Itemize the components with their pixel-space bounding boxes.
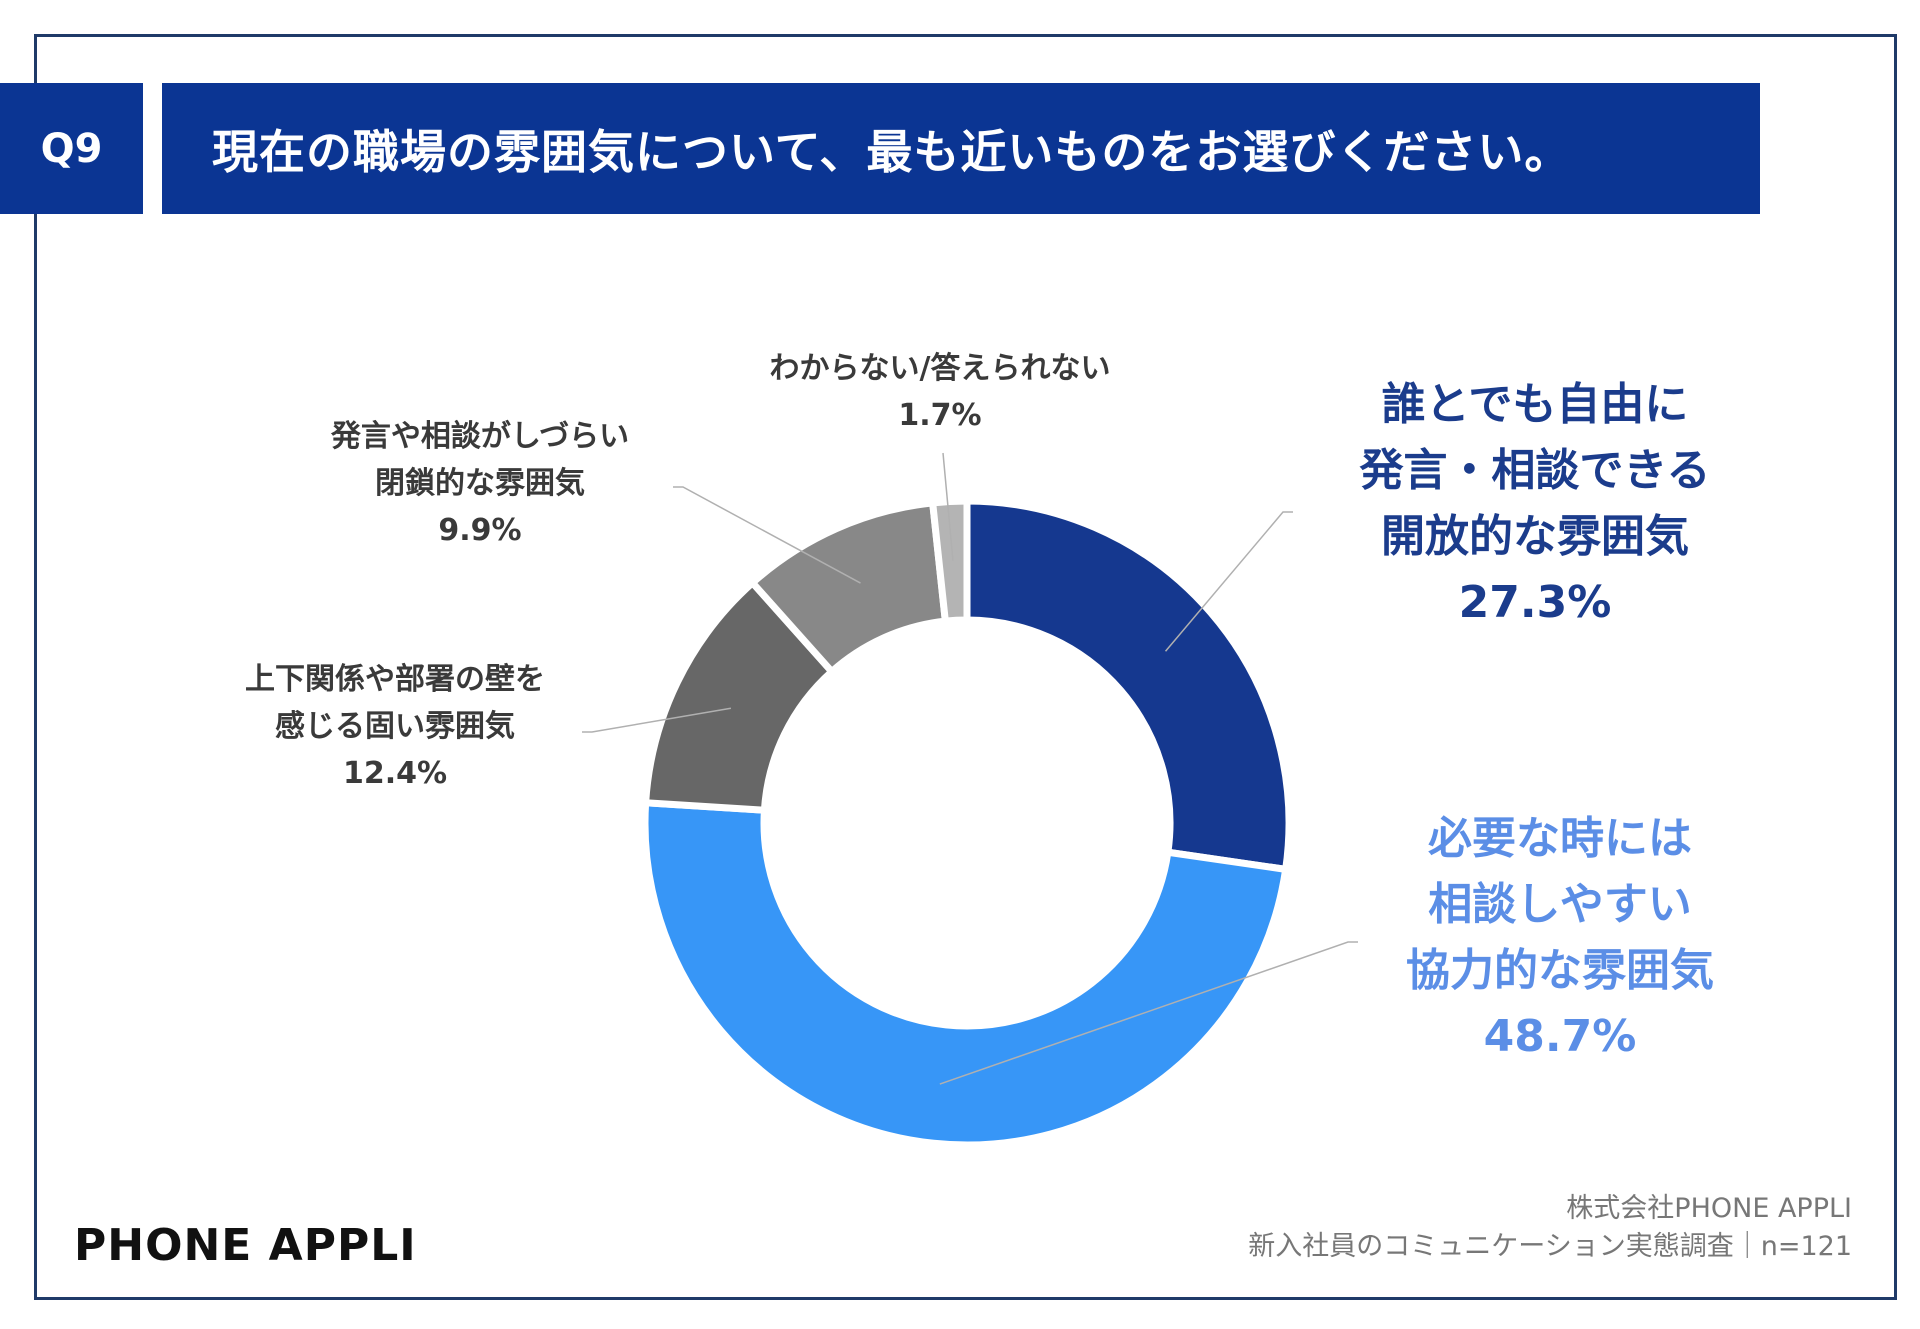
- brand-logo-text: PHONE APPLI: [74, 1220, 417, 1271]
- slice-label-line: 発言・相談できる: [1359, 445, 1711, 496]
- slice-label-open: 誰とでも自由に 発言・相談できる 開放的な雰囲気 27.3%: [1305, 372, 1765, 636]
- slice-label-line: 発言や相談がしづらい: [330, 419, 630, 454]
- slice-label-line: わからない/答えられない: [769, 351, 1111, 386]
- slice-label-line: 感じる固い雰囲気: [275, 709, 515, 744]
- slide-frame: [34, 34, 1897, 1300]
- leader-line: [673, 486, 861, 584]
- slice-label-rigid: 上下関係や部署の壁を 感じる固い雰囲気 12.4%: [195, 656, 595, 797]
- slice-label-line: 相談しやすい: [1428, 879, 1692, 930]
- slice-label-line: 誰とでも自由に: [1381, 379, 1689, 430]
- slice-label-unknown: わからない/答えられない 1.7%: [730, 345, 1150, 439]
- slice-open: [963, 497, 1293, 874]
- source-company: 株式会社PHONE APPLI: [1566, 1193, 1852, 1224]
- slice-label-line: 上下関係や部署の壁を: [245, 662, 545, 697]
- leader-line: [582, 707, 732, 733]
- slice-label-cooperative: 必要な時には 相談しやすい 協力的な雰囲気 48.7%: [1330, 806, 1790, 1070]
- slice-value-label: 27.3%: [1458, 577, 1612, 628]
- slice-label-closed: 発言や相談がしづらい 閉鎖的な雰囲気 9.9%: [280, 413, 680, 554]
- leader-line: [942, 452, 954, 561]
- slice-label-line: 閉鎖的な雰囲気: [375, 466, 585, 501]
- leader-line: [939, 941, 1358, 1085]
- leader-line: [1164, 511, 1293, 652]
- slice-value-label: 48.7%: [1483, 1011, 1637, 1062]
- slice-value-label: 12.4%: [342, 756, 448, 791]
- slice-value-label: 1.7%: [898, 398, 982, 433]
- slice-value-label: 9.9%: [438, 513, 522, 548]
- slice-label-line: 必要な時には: [1428, 813, 1692, 864]
- slice-unknown: [928, 497, 971, 626]
- question-number-badge: Q9: [0, 83, 143, 214]
- source-note: 株式会社PHONE APPLI 新入社員のコミュニケーション実態調査｜n=121: [1248, 1190, 1852, 1266]
- question-title: 現在の職場の雰囲気について、最も近いものをお選びください。: [162, 83, 1760, 214]
- source-survey: 新入社員のコミュニケーション実態調査｜n=121: [1248, 1231, 1852, 1262]
- slice-label-line: 協力的な雰囲気: [1406, 945, 1714, 996]
- slice-cooperative: [641, 799, 1290, 1149]
- slice-label-line: 開放的な雰囲気: [1381, 511, 1689, 562]
